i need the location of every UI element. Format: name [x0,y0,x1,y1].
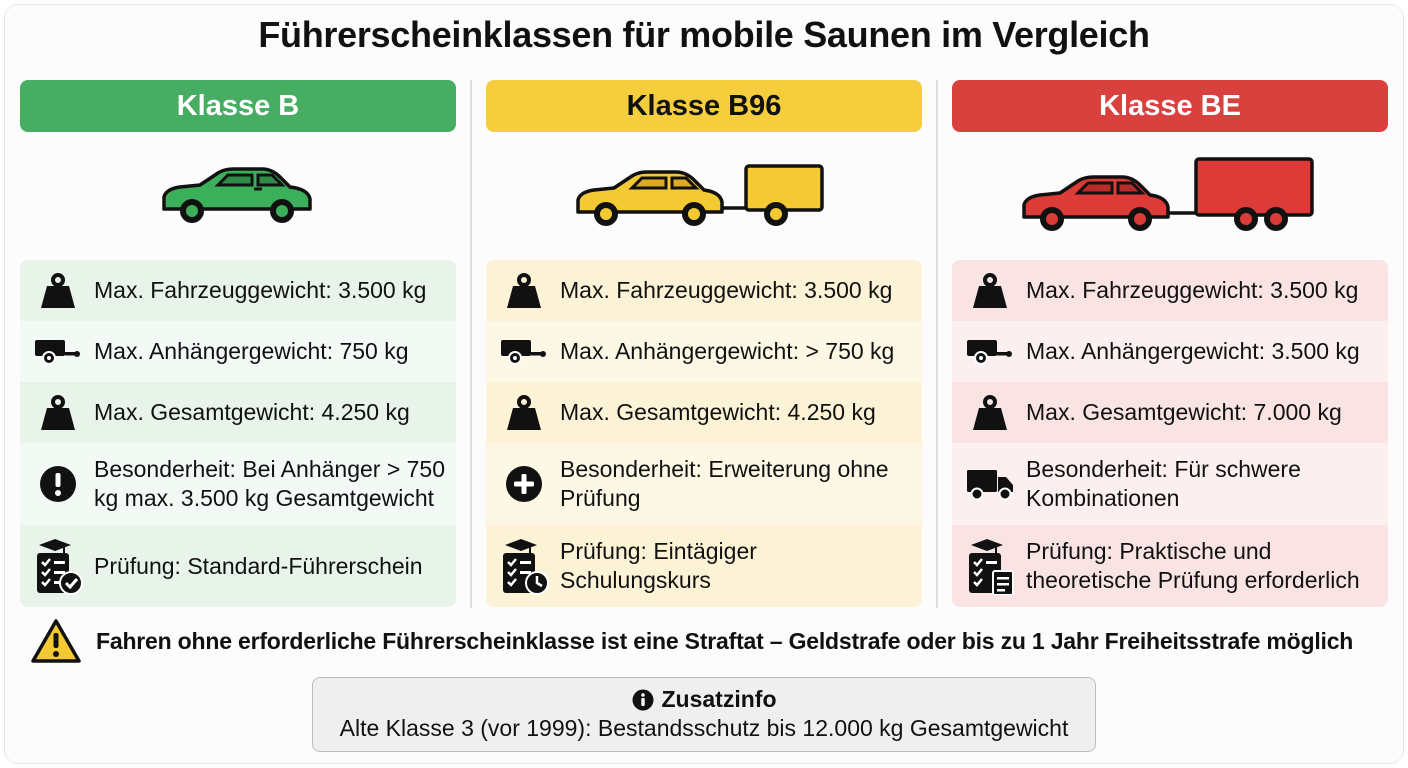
exam-clock-icon [503,539,549,595]
row-total-weight: Max. Gesamtgewicht: 4.250 kg [20,382,456,443]
weight-icon [507,272,541,308]
warning-text: Fahren ohne erforderliche Führerscheinkl… [96,627,1354,654]
yellow-car-with-trailer-icon [576,164,824,226]
trailer-icon [35,339,80,365]
weight-icon [41,272,75,308]
exclamation-icon [40,466,76,502]
info-text: Alte Klasse 3 (vor 1999): Bestandsschutz… [339,715,1069,741]
class-be-column: Klasse BE Max. Fahrzeuggewicht: 3.500 kg… [952,80,1388,607]
row-exam: Prüfung: Eintägiger Schulungskurs [486,525,922,607]
weight-icon [973,272,1007,308]
info-title: Zusatzinfo [661,686,777,712]
vehicle-area [486,132,922,260]
page-title: Führerscheinklassen für mobile Saunen im… [258,14,1150,55]
row-trailer-weight: Max. Anhängergewicht: > 750 kg [486,321,922,382]
warning-triangle-icon [31,619,81,663]
row-special: Besonderheit: Bei Anhänger > 750 kg max.… [20,443,456,525]
row-vehicle-weight: Max. Fahrzeuggewicht: 3.500 kg [20,260,456,321]
column-divider [470,80,472,608]
class-b96-column: Klasse B96 Max. Fahrzeuggewicht: 3.500 k… [486,80,922,607]
trailer-icon [501,339,546,365]
row-total-weight: Max. Gesamtgewicht: 4.250 kg [486,382,922,443]
weight-icon [507,394,541,430]
class-b-column: Klasse B Max. Fahrzeuggewicht: 3.500 kg … [20,80,456,607]
row-special: Besonderheit: Erweiterung ohne Prüfung [486,443,922,525]
red-car-with-large-trailer-icon [1022,157,1314,231]
exam-checkmark-icon [37,539,83,595]
weight-icon [41,394,75,430]
row-exam: Prüfung: Praktische und theoretische Prü… [952,525,1388,607]
class-b-header: Klasse B [20,80,456,132]
row-special: Besonderheit: Für schwere Kombinationen [952,443,1388,525]
green-car-icon [162,167,312,223]
row-trailer-weight: Max. Anhängergewicht: 750 kg [20,321,456,382]
class-be-header: Klasse BE [952,80,1388,132]
row-trailer-weight: Max. Anhängergewicht: 3.500 kg [952,321,1388,382]
row-vehicle-weight: Max. Fahrzeuggewicht: 3.500 kg [952,260,1388,321]
weight-icon [973,394,1007,430]
trailer-icon [967,339,1012,365]
row-total-weight: Max. Gesamtgewicht: 7.000 kg [952,382,1388,443]
info-icon [632,689,653,710]
class-b96-header: Klasse B96 [486,80,922,132]
plus-icon [506,466,542,502]
info-table: Max. Fahrzeuggewicht: 3.500 kg Max. Anhä… [486,260,922,607]
exam-document-icon [969,539,1014,595]
column-divider [936,80,938,608]
info-table: Max. Fahrzeuggewicht: 3.500 kg Max. Anhä… [20,260,456,607]
row-exam: Prüfung: Standard-Führerschein [20,525,456,607]
truck-icon [967,470,1013,501]
vehicle-area [20,132,456,260]
legal-warning: Fahren ohne erforderliche Führerscheinkl… [30,618,1353,664]
additional-info-box: Zusatzinfo Alte Klasse 3 (vor 1999): Bes… [312,677,1096,752]
info-table: Max. Fahrzeuggewicht: 3.500 kg Max. Anhä… [952,260,1388,607]
row-vehicle-weight: Max. Fahrzeuggewicht: 3.500 kg [486,260,922,321]
vehicle-area [952,132,1388,260]
